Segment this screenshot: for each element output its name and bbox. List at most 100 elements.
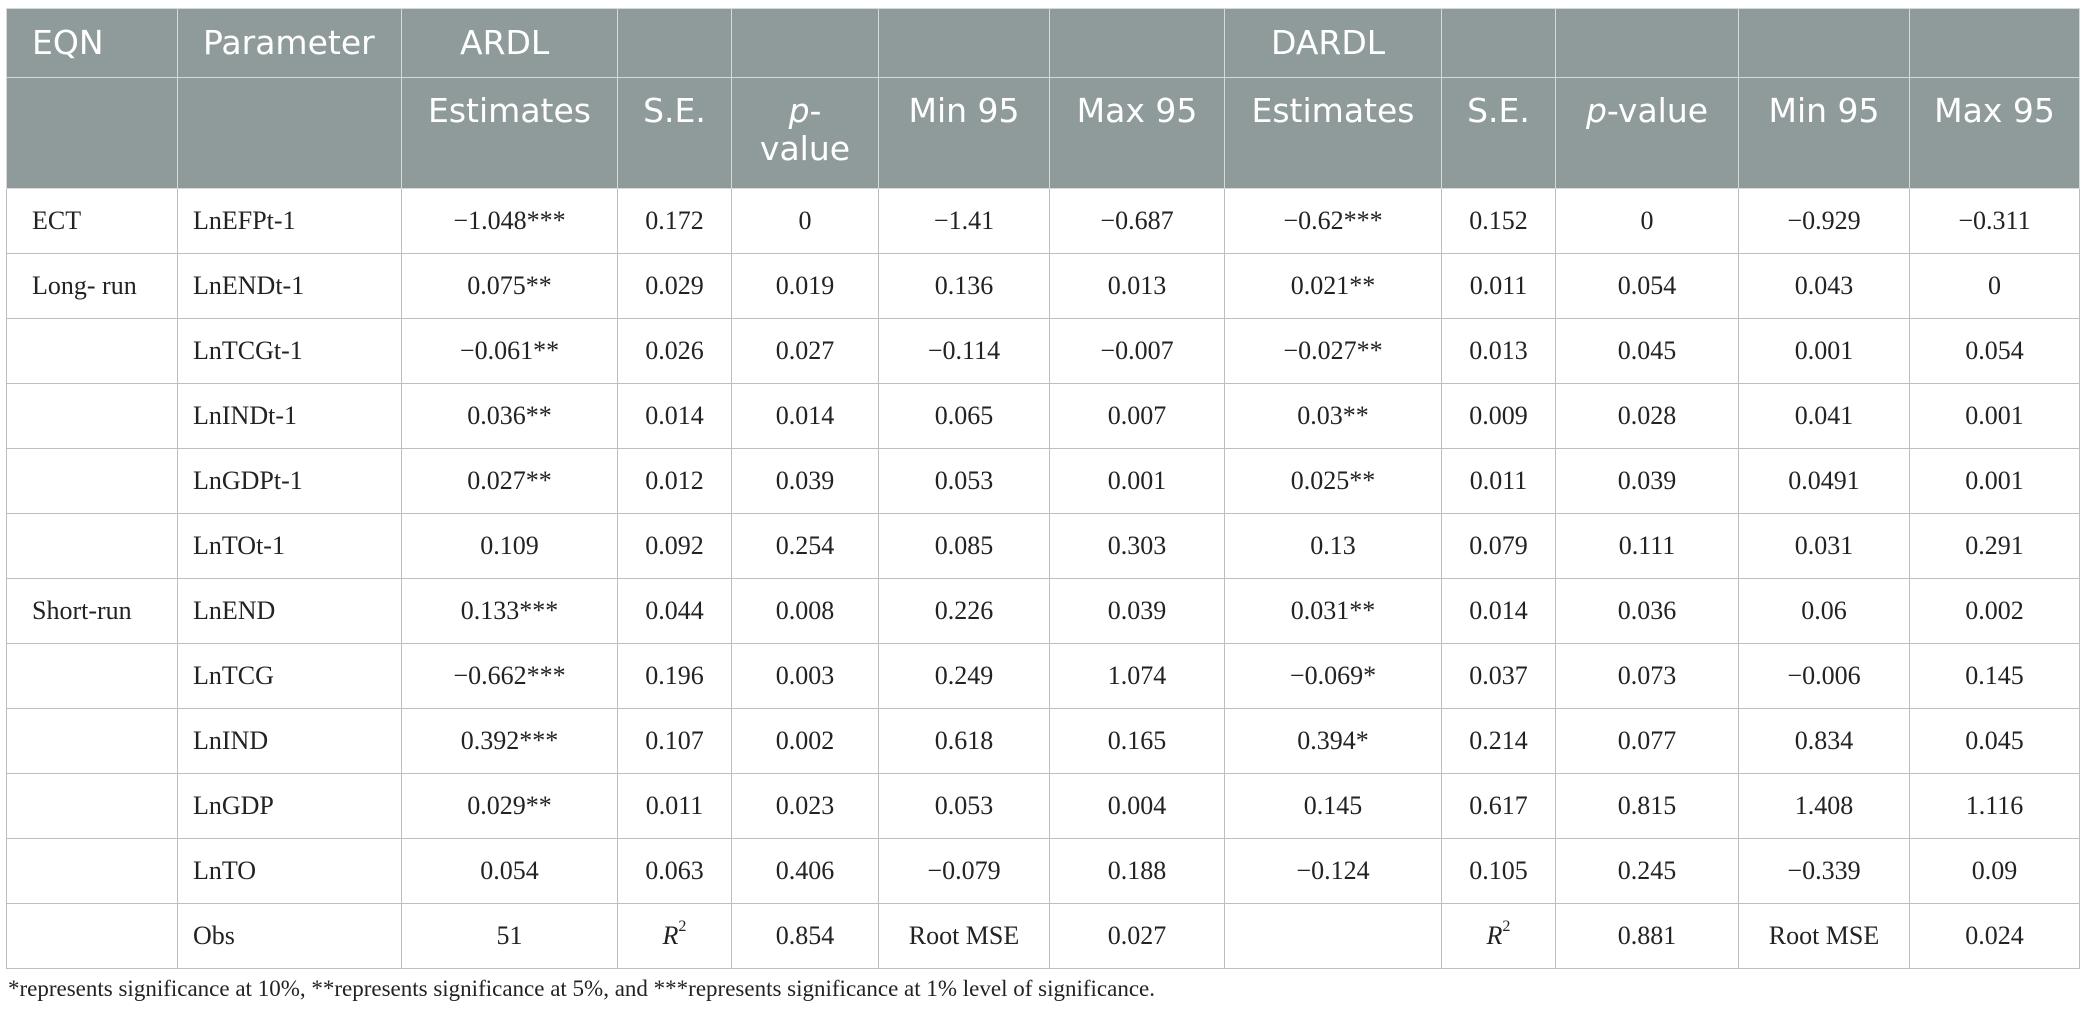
header-ardl-pvalue: p-value	[731, 77, 879, 189]
cell-dardl-max95: −0.311	[1909, 188, 2080, 254]
cell-dardl-se: 0.214	[1441, 708, 1556, 774]
header-cell	[1049, 8, 1225, 78]
cell-dardl-pvalue: 0.111	[1555, 513, 1739, 579]
cell-dardl-se: 0.014	[1441, 578, 1556, 644]
cell-dardl-max95: 1.116	[1909, 773, 2080, 839]
header-dardl-max95: Max 95	[1909, 77, 2080, 189]
cell-ardl-min95: 0.136	[878, 253, 1050, 319]
cell-dardl-pvalue: 0.054	[1555, 253, 1739, 319]
table-header: EQN Parameter ARDL DARDL Estimates S.E. …	[6, 8, 2080, 189]
cell-ardl-estimate: −0.061**	[401, 318, 618, 384]
cell-ardl-se: 0.026	[617, 318, 732, 384]
header-ardl: ARDL	[401, 8, 618, 78]
cell-ardl-estimate: 0.036**	[401, 383, 618, 449]
cell-ardl-max95: 0.303	[1049, 513, 1225, 579]
table-row: Long- run LnENDt-1 0.075** 0.029 0.019 0.136 0…	[6, 253, 2080, 319]
cell-ardl-max95: 0.188	[1049, 838, 1225, 904]
table-row: LnTCG −0.662*** 0.196 0.003 0.249 1.074 −0.069…	[6, 643, 2080, 709]
cell-dardl-se: 0.009	[1441, 383, 1556, 449]
cell-ardl-min95: 0.065	[878, 383, 1050, 449]
cell-ardl-pvalue: 0.014	[731, 383, 879, 449]
cell-dardl-max95: 0.054	[1909, 318, 2080, 384]
header-ardl-estimates: Estimates	[401, 77, 618, 189]
cell-dardl-pvalue: 0.245	[1555, 838, 1739, 904]
cell-ardl-estimate: 0.392***	[401, 708, 618, 774]
cell-ardl-min95: 0.053	[878, 448, 1050, 514]
table-row-obs: Obs 51 R2 0.854 Root MSE 0.027 R2 0.881 …	[6, 903, 2080, 969]
header-dardl-min95: Min 95	[1738, 77, 1910, 189]
cell-ardl-estimate: −0.662***	[401, 643, 618, 709]
r2-letter: R	[662, 921, 679, 950]
cell-ardl-pvalue: 0.406	[731, 838, 879, 904]
cell-ardl-estimate: −1.048***	[401, 188, 618, 254]
cell-eqn	[6, 383, 178, 449]
cell-ardl-min95: 0.249	[878, 643, 1050, 709]
cell-ardl-max95: 0.001	[1049, 448, 1225, 514]
cell-ardl-pvalue: 0.008	[731, 578, 879, 644]
cell-ardl-min95: 0.085	[878, 513, 1050, 579]
r2-exponent: 2	[678, 918, 687, 936]
cell-ardl-se: 0.014	[617, 383, 732, 449]
header-cell	[1738, 8, 1910, 78]
cell-ardl-estimate: 0.109	[401, 513, 618, 579]
cell-dardl-pvalue: 0.045	[1555, 318, 1739, 384]
cell-eqn	[6, 708, 178, 774]
table-row: LnTO 0.054 0.063 0.406 −0.079 0.188 −0.124 0.10…	[6, 838, 2080, 904]
cell-ardl-max95: 0.165	[1049, 708, 1225, 774]
cell-dardl-estimate: −0.027**	[1224, 318, 1442, 384]
cell-ardl-se: 0.029	[617, 253, 732, 319]
cell-dardl-se: 0.105	[1441, 838, 1556, 904]
cell-ardl-pvalue: 0.039	[731, 448, 879, 514]
rmse-label-ardl: Root MSE	[878, 903, 1050, 969]
table-row: LnINDt-1 0.036** 0.014 0.014 0.065 0.007 0.03*…	[6, 383, 2080, 449]
p-suffix: -value	[759, 91, 851, 168]
cell-ardl-max95: −0.007	[1049, 318, 1225, 384]
cell-eqn	[6, 643, 178, 709]
cell-dardl-estimate: −0.62***	[1224, 188, 1442, 254]
table-row: ECT LnEFPt-1 −1.048*** 0.172 0 −1.41 −0.687 −0.…	[6, 188, 2080, 254]
cell-dardl-se: 0.011	[1441, 448, 1556, 514]
cell-dardl-pvalue: 0.077	[1555, 708, 1739, 774]
cell-dardl-min95: 0.834	[1738, 708, 1910, 774]
cell-dardl-min95: 0.041	[1738, 383, 1910, 449]
cell-ardl-min95: −0.079	[878, 838, 1050, 904]
header-eqn: EQN	[6, 8, 178, 78]
cell-eqn: Short-run	[6, 578, 178, 644]
table-row: Short-run LnEND 0.133*** 0.044 0.008 0.226 0.0…	[6, 578, 2080, 644]
cell-dardl-min95: 0.043	[1738, 253, 1910, 319]
cell-dardl-estimate: 0.031**	[1224, 578, 1442, 644]
cell-eqn	[6, 318, 178, 384]
regression-results-table: EQN Parameter ARDL DARDL Estimates S.E. …	[6, 8, 2080, 969]
cell-dardl-max95: 0.09	[1909, 838, 2080, 904]
header-dardl: DARDL	[1224, 8, 1442, 78]
cell-ardl-max95: 0.013	[1049, 253, 1225, 319]
results-table-container: EQN Parameter ARDL DARDL Estimates S.E. …	[6, 8, 2080, 969]
cell-dardl-max95: 0	[1909, 253, 2080, 319]
header-parameter: Parameter	[177, 8, 402, 78]
cell-dardl-max95: 0.001	[1909, 383, 2080, 449]
cell-dardl-min95: −0.339	[1738, 838, 1910, 904]
cell-ardl-estimate: 0.075**	[401, 253, 618, 319]
cell-parameter: LnTCG	[177, 643, 402, 709]
header-row-2: Estimates S.E. p-value Min 95 Max 95 Est…	[6, 77, 2080, 189]
r2-letter: R	[1486, 921, 1503, 950]
cell-parameter: LnGDPt-1	[177, 448, 402, 514]
header-ardl-max95: Max 95	[1049, 77, 1225, 189]
cell-dardl-estimate: 0.021**	[1224, 253, 1442, 319]
cell-dardl-min95: 0.001	[1738, 318, 1910, 384]
cell-parameter: LnEND	[177, 578, 402, 644]
cell-ardl-max95: −0.687	[1049, 188, 1225, 254]
table-row: LnGDP 0.029** 0.011 0.023 0.053 0.004 0.145 0.6…	[6, 773, 2080, 839]
header-row-1: EQN Parameter ARDL DARDL	[6, 8, 2080, 78]
cell-dardl-pvalue: 0.073	[1555, 643, 1739, 709]
cell-ardl-pvalue: 0	[731, 188, 879, 254]
cell-eqn	[6, 773, 178, 839]
cell-dardl-min95: −0.006	[1738, 643, 1910, 709]
header-cell	[1555, 8, 1739, 78]
cell-dardl-estimate: −0.069*	[1224, 643, 1442, 709]
r2-label-dardl: R2	[1441, 903, 1556, 969]
cell-dardl-max95: 0.145	[1909, 643, 2080, 709]
header-cell	[1909, 8, 2080, 78]
cell-dardl-max95: 0.291	[1909, 513, 2080, 579]
cell-dardl-min95: 0.031	[1738, 513, 1910, 579]
